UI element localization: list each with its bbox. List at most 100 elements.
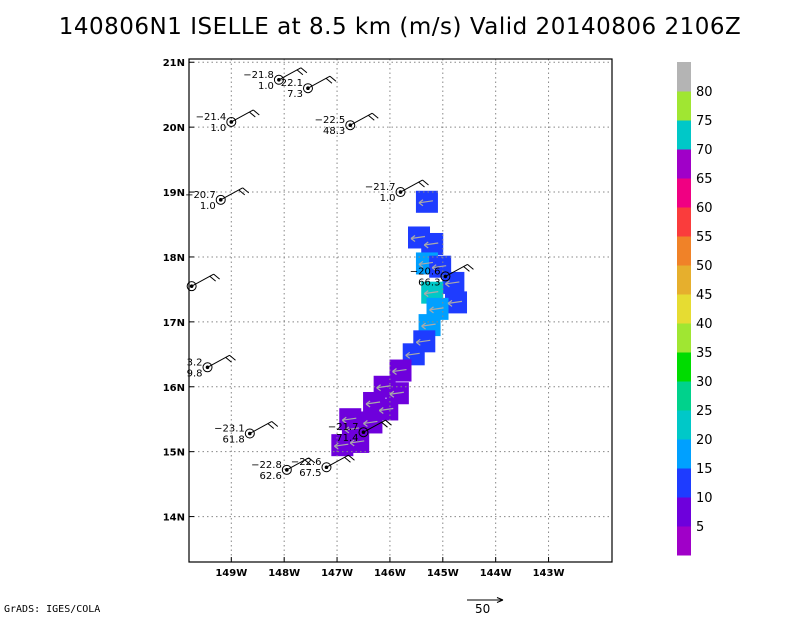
wind-barb-feathers [381,419,392,428]
wind-arrow-head [378,406,384,414]
wind-arrow [363,420,378,425]
wind-barb-feathers [418,179,429,188]
colorbar-label: 25 [696,404,713,419]
wind-arrow [418,261,434,266]
y-tick-label: 21N [163,58,185,69]
colorbar-segment [677,497,691,527]
station-value: 1.0 [200,201,216,212]
wind-arrow [350,440,365,444]
wind-arrow [365,401,381,405]
chart-title: 140806N1 ISELLE at 8.5 km (m/s) Valid 20… [58,14,742,40]
axis-ticks: 149W 148W 147W 146W 145W 144W 143W 14N 15N 16N 17N… [163,58,565,579]
station-marker [186,281,197,292]
wind-arrow-head [365,400,371,408]
station-marker [358,427,369,438]
wind-arrow-head [344,426,350,434]
colorbar-segment [677,410,691,440]
wind-arrow [405,352,420,356]
colorbar-label: 55 [696,230,713,245]
wind-arrow [432,265,447,269]
observation-stations: −21.81.0 22.17.3−21.41.0−22.548.3−20.71.0… [185,67,474,482]
y-tick-label: 16N [163,383,185,394]
colorbar-label: 20 [696,433,713,448]
colorbar-segment [677,178,691,208]
station-temp: 22.1 [281,78,303,89]
station-temp: −20.7 [185,190,216,201]
colorbar-segment [677,294,691,324]
wind-arrow [416,339,431,343]
wind-arrow-head [389,390,395,398]
wind-barb-feathers [304,457,316,466]
colorbar-label: 15 [696,462,713,477]
wind-arrow [445,281,460,285]
wind-barb [350,112,373,126]
colorbar-label: 70 [696,143,713,158]
station-temp: −23.1 [214,423,245,434]
colorbar-label: 5 [696,520,704,535]
colorbar-label: 10 [696,491,713,506]
wind-arrow-head [405,351,411,359]
station-marker [345,120,356,131]
colorbar-label: 50 [696,259,713,274]
station-value: 66.3 [418,277,440,288]
wind-arrow [342,417,357,421]
x-tick-label: 148W [268,568,300,579]
colorbar-segment [677,91,691,121]
station-marker [273,74,284,85]
x-tick-label: 149W [215,568,247,579]
wind-arrow-head [423,241,429,249]
colorbar-label: 65 [696,172,713,187]
station-marker [440,271,451,282]
footer-credit: GrADS: IGES/COLA [4,604,101,615]
station-value: 9.8 [187,368,203,379]
station-temp: −20.6 [410,266,441,277]
station-marker [244,428,255,439]
wind-arrow [379,407,394,412]
colorbar-segment [677,207,691,237]
station-temp: −21.8 [243,70,274,81]
station-value: 48.3 [323,126,345,137]
station-marker [215,194,226,205]
wind-arrow [410,235,426,240]
colorbar-segment [677,439,691,469]
y-tick-label: 19N [163,188,185,199]
wind-arrow-head [431,264,437,272]
wind-barb-feathers [209,273,220,282]
station-value: 62.6 [260,471,282,482]
station-value: 1.0 [210,123,226,134]
reference-vector-label: 50 [475,602,490,616]
colorbar-segment [677,120,691,150]
wind-barb-feathers [367,112,379,121]
station-temp: −21.7 [365,182,396,193]
wind-arrow [424,242,439,246]
wind-arrow-head [429,306,434,314]
station-marker-center [205,365,210,370]
y-tick-label: 14N [163,513,185,524]
station-marker [395,187,406,198]
x-tick-label: 144W [480,568,512,579]
colorbar-segment [677,323,691,353]
wind-barb-feathers [463,264,474,272]
station-temp: −21.4 [196,112,227,123]
station-value: 61.8 [223,434,245,445]
wind-barb [231,109,254,123]
wind-arrow [418,200,434,204]
y-tick-label: 15N [163,448,185,459]
wind-arrow-head [333,442,339,450]
wind-barb [207,354,230,368]
wind-arrow [389,391,404,395]
wind-arrow-head [376,384,381,392]
wind-arrow [344,427,359,431]
colorbar: 5 10 15 20 25 30 35 40 45 50 55 60 65 70 75 80 [677,62,713,556]
wind-arrow-head [349,439,355,447]
wind-arrow [447,300,463,304]
wind-arrow-head [447,299,453,307]
colorbar-label: 45 [696,288,713,303]
wind-arrow [392,368,407,373]
wind-barb-feathers [344,454,355,463]
station-marker [281,464,292,475]
colorbar-segment [677,381,691,411]
colorbar-segment [677,526,691,556]
wind-barb [400,179,423,193]
